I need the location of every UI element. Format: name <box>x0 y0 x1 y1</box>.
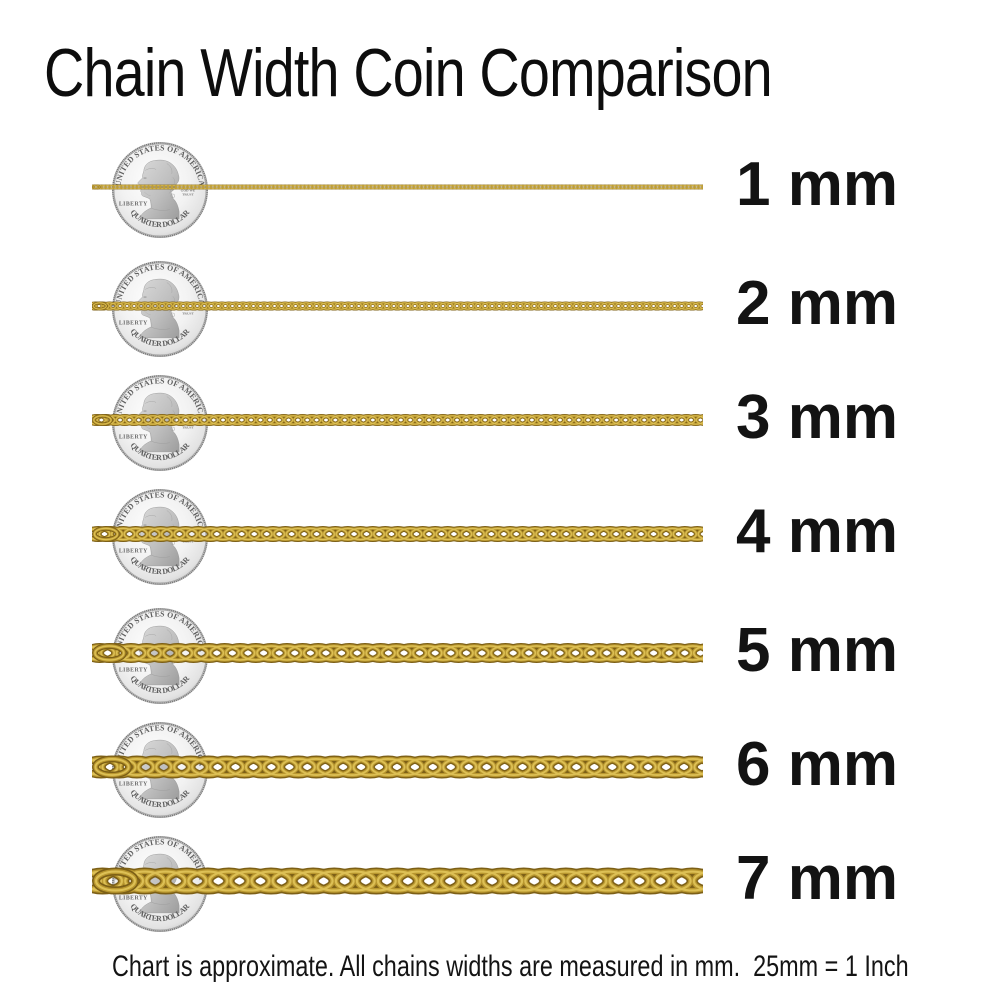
chain-width-label: 6 mm <box>736 730 898 800</box>
gold-chain-5mm-image <box>92 643 703 663</box>
chain-width-label: 5 mm <box>736 616 898 686</box>
chain-width-label: 4 mm <box>736 497 898 567</box>
svg-text:LIBERTY: LIBERTY <box>119 782 148 788</box>
svg-text:LIBERTY: LIBERTY <box>119 549 148 555</box>
svg-text:LIBERTY: LIBERTY <box>119 321 148 327</box>
svg-text:LIBERTY: LIBERTY <box>119 435 148 441</box>
chain-width-label: 7 mm <box>736 844 898 914</box>
chain-width-label: 2 mm <box>736 269 898 339</box>
svg-text:TRUST: TRUST <box>182 192 194 196</box>
svg-text:LIBERTY: LIBERTY <box>119 668 148 674</box>
gold-chain-2mm-image <box>91 301 703 311</box>
svg-text:LIBERTY: LIBERTY <box>119 202 148 208</box>
gold-chain-4mm-image <box>91 526 703 542</box>
svg-text:TRUST: TRUST <box>182 311 194 315</box>
gold-chain-6mm-image <box>92 755 703 779</box>
quarter-coin-image: UNITED STATES OF AMERICA QUARTER DOLLAR … <box>111 141 209 239</box>
page-title: Chain Width Coin Comparison <box>44 35 773 111</box>
chain-width-label: 1 mm <box>736 150 898 220</box>
chain-width-label: 3 mm <box>736 383 898 453</box>
footer-note: Chart is approximate. All chains widths … <box>112 950 909 983</box>
svg-text:TRUST: TRUST <box>182 425 194 429</box>
gold-chain-7mm-image <box>91 867 703 895</box>
svg-text:GOD WE: GOD WE <box>181 188 196 192</box>
gold-chain-3mm-image <box>91 414 703 426</box>
svg-text:LIBERTY: LIBERTY <box>119 896 148 902</box>
gold-chain-1mm-image <box>92 184 703 190</box>
